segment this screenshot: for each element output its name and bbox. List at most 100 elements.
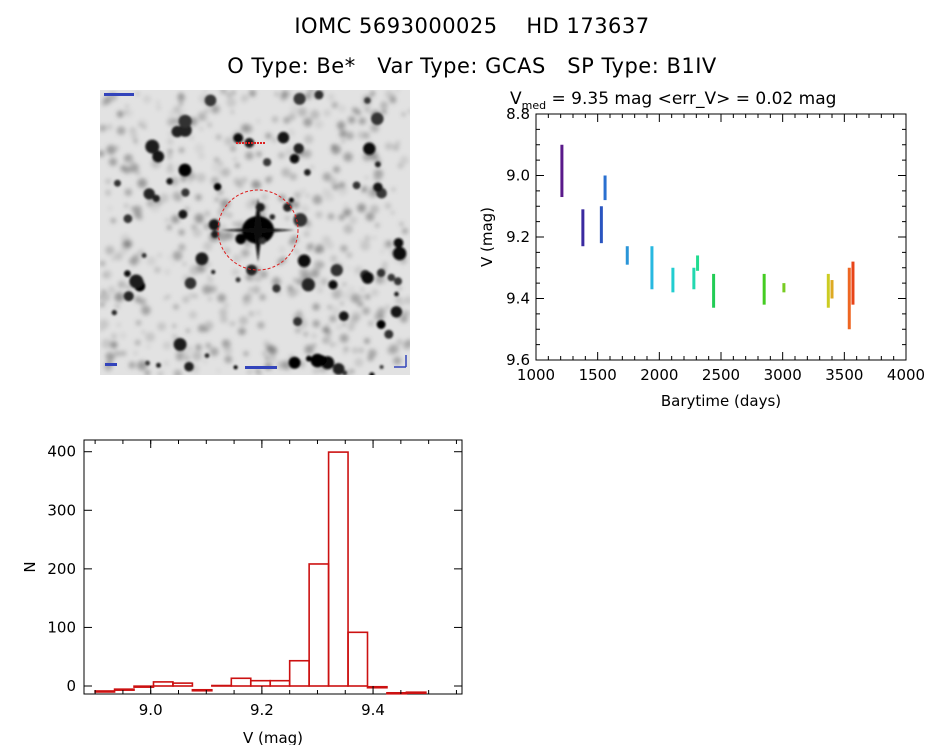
lightcurve-y-tick-label: 9.2	[506, 228, 530, 246]
sky-noise-blob	[333, 166, 341, 173]
sky-noise-blob	[287, 285, 293, 291]
sky-noise-blob	[375, 223, 380, 228]
sky-noise-blob	[207, 277, 214, 284]
sky-noise-blob	[343, 130, 347, 134]
sky-noise-blob	[240, 123, 250, 133]
sky-noise-blob	[293, 191, 302, 199]
field-star	[369, 372, 375, 375]
field-star	[394, 291, 399, 297]
sky-noise-blob	[219, 223, 227, 231]
sky-noise-blob	[235, 163, 240, 168]
sky-noise-blob	[338, 181, 346, 189]
sky-noise-blob	[146, 256, 157, 266]
histogram-y-tick-label: 200	[47, 560, 76, 578]
field-star	[178, 209, 188, 219]
sky-noise-blob	[262, 351, 266, 356]
lightcurve-x-tick-label: 2000	[640, 366, 678, 384]
light-curve-chart: Vmed = 9.35 mag <err_V> = 0.02 mag 1000 1…	[478, 89, 925, 410]
sky-noise-blob	[182, 296, 190, 304]
sky-noise-blob	[381, 109, 387, 115]
sky-noise-blob	[124, 203, 129, 208]
sky-noise-blob	[172, 191, 182, 201]
sky-noise-blob	[172, 117, 178, 124]
histogram-bar	[308, 563, 330, 687]
lightcurve-x-tick-label: 2500	[702, 366, 740, 384]
field-star	[233, 133, 244, 144]
field-star	[342, 370, 347, 375]
sky-noise-blob	[172, 324, 177, 328]
field-star	[269, 214, 276, 220]
sky-noise-blob	[360, 240, 371, 251]
sky-noise-blob	[116, 126, 126, 136]
lightcurve-y-tick-label: 9.4	[506, 290, 530, 308]
sky-noise-blob	[290, 105, 299, 114]
sky-noise-blob	[251, 180, 261, 190]
sky-noise-blob	[342, 349, 348, 355]
sky-noise-blob	[117, 323, 121, 327]
sky-noise-blob	[315, 244, 325, 254]
sky-noise-blob	[256, 151, 262, 157]
sky-noise-blob	[195, 194, 202, 201]
sky-noise-blob	[244, 292, 253, 301]
sky-noise-blob	[241, 94, 249, 102]
sky-noise-blob	[303, 117, 313, 127]
sky-noise-blob	[196, 268, 200, 272]
sky-noise-blob	[224, 247, 231, 254]
sky-noise-blob	[226, 212, 233, 219]
sky-noise-blob	[178, 229, 185, 236]
sky-noise-blob	[343, 208, 352, 217]
sky-noise-blob	[188, 180, 192, 184]
field-star	[387, 273, 396, 282]
histogram-bar	[269, 679, 291, 687]
lightcurve-point-group	[603, 175, 607, 201]
sky-noise-blob	[324, 191, 334, 202]
field-star	[211, 230, 219, 239]
field-star	[272, 284, 281, 293]
sky-noise-blob	[347, 266, 351, 270]
sky-noise-blob	[173, 304, 179, 310]
sky-noise-blob	[172, 250, 183, 261]
field-star	[255, 202, 265, 212]
sky-noise-blob	[171, 261, 175, 265]
sky-noise-blob	[245, 151, 254, 160]
sky-noise-blob	[304, 92, 312, 100]
field-star	[141, 253, 147, 258]
sky-noise-blob	[100, 302, 105, 308]
sky-noise-blob	[162, 341, 172, 350]
sky-noise-blob	[357, 300, 364, 307]
vmed-subscript: med	[522, 99, 546, 112]
sky-noise-blob	[306, 243, 314, 251]
sky-noise-blob	[390, 143, 396, 149]
sky-noise-blob	[338, 104, 346, 113]
sky-noise-blob	[135, 92, 140, 96]
sky-noise-blob	[297, 107, 308, 117]
field-star	[213, 183, 222, 191]
field-star	[288, 197, 294, 203]
corner-label-top-left	[104, 93, 134, 96]
field-star	[208, 219, 220, 231]
histogram-bar	[230, 677, 252, 687]
sky-noise-blob	[357, 131, 366, 140]
sky-noise-blob	[358, 347, 364, 353]
sky-noise-blob	[372, 236, 376, 240]
field-star	[181, 188, 190, 197]
sky-noise-blob	[372, 154, 380, 162]
sky-noise-blob	[172, 334, 176, 338]
field-star	[233, 365, 238, 370]
histogram-bar	[405, 691, 427, 694]
sky-noise-blob	[125, 104, 129, 108]
sky-noise-blob	[194, 213, 204, 224]
sky-noise-blob	[331, 101, 339, 109]
sky-noise-blob	[312, 319, 320, 328]
histogram-bar	[94, 690, 116, 693]
sky-noise-blob	[269, 355, 277, 362]
sky-noise-blob	[157, 253, 162, 258]
sky-noise-blob	[205, 342, 211, 349]
sky-noise-blob	[214, 197, 219, 202]
lightcurve-x-axis-label: Barytime (days)	[661, 392, 781, 410]
sky-noise-blob	[210, 104, 221, 115]
field-star	[204, 353, 210, 358]
field-star	[277, 131, 290, 144]
sky-noise-blob	[231, 268, 240, 276]
sky-noise-blob	[246, 243, 250, 247]
